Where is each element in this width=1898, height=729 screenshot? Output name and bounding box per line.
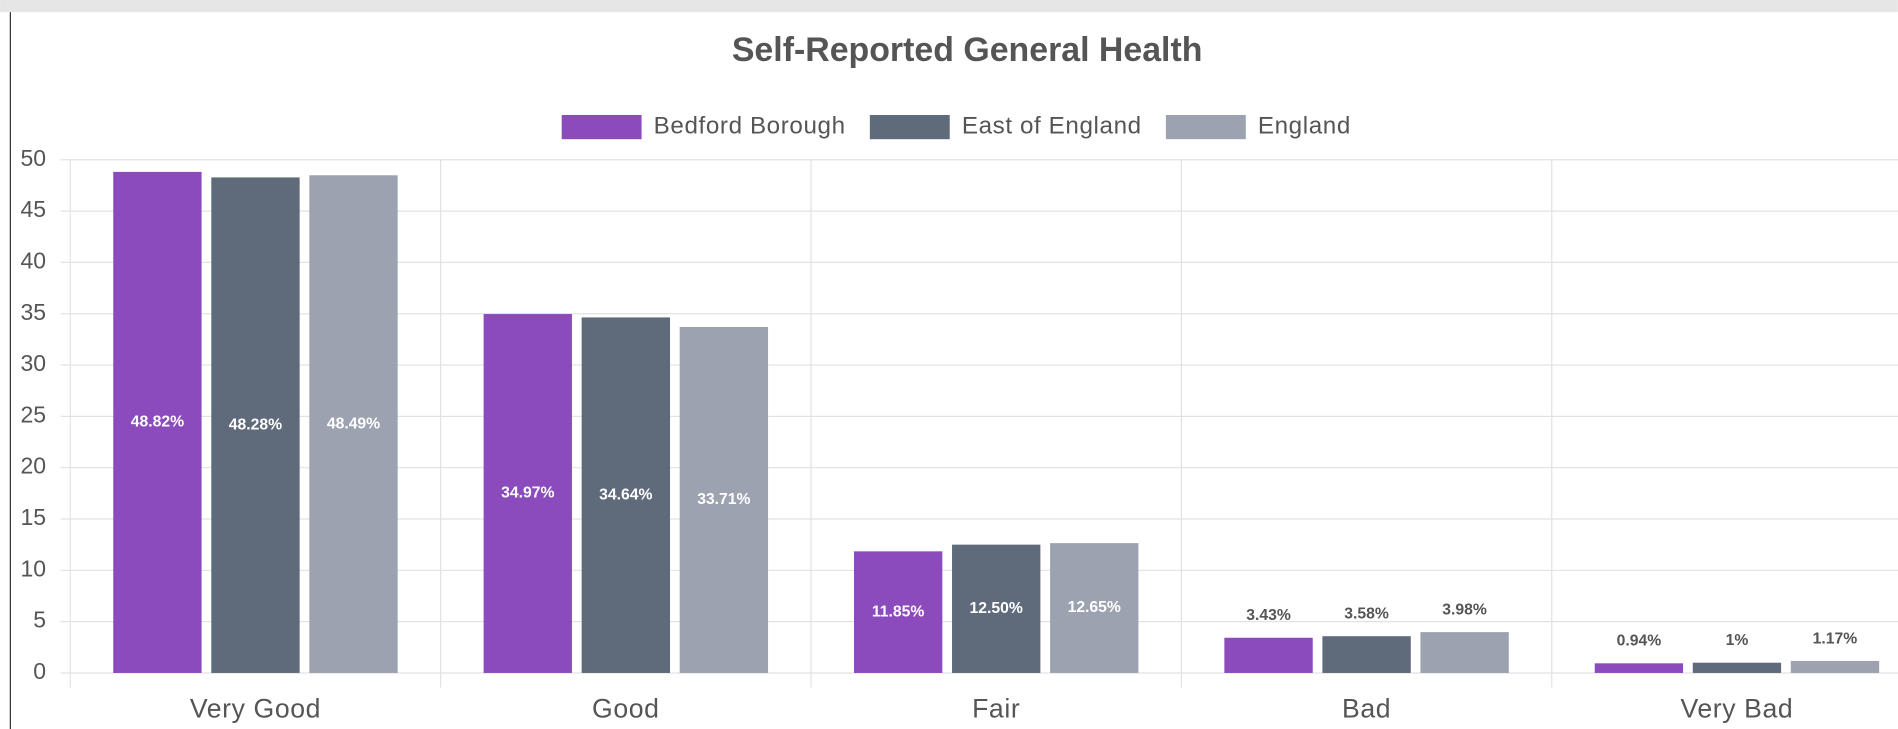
data-label: 3.43% <box>1246 607 1291 624</box>
data-label: 1% <box>1726 632 1749 649</box>
bar <box>113 171 202 673</box>
bar <box>1050 543 1139 673</box>
bar <box>1790 660 1880 673</box>
x-tick-label: Very Good <box>190 694 321 724</box>
y-tick-label: 35 <box>20 299 46 325</box>
bar <box>211 177 300 673</box>
legend-swatch <box>561 114 642 140</box>
bar <box>483 314 572 673</box>
x-tick-label: Bad <box>1342 694 1391 724</box>
legend-label: East of England <box>962 112 1142 139</box>
bar <box>679 326 769 673</box>
data-label: 33.71% <box>697 491 750 508</box>
data-label: 48.28% <box>229 416 282 433</box>
data-label: 1.17% <box>1813 630 1858 647</box>
y-tick-label: 45 <box>20 196 46 222</box>
y-tick-label: 20 <box>20 453 46 479</box>
chart-title: Self-Reported General Health <box>732 31 1203 69</box>
data-label: 3.98% <box>1442 601 1487 618</box>
data-label: 34.97% <box>501 485 554 502</box>
data-label: 48.82% <box>131 414 184 431</box>
bar <box>1322 636 1411 673</box>
y-tick-label: 30 <box>20 350 46 376</box>
top-bar <box>0 0 1898 13</box>
data-label: 34.64% <box>599 486 652 503</box>
bar <box>952 544 1041 673</box>
bar <box>1692 662 1782 673</box>
y-tick-label: 50 <box>20 145 46 171</box>
bar <box>1224 637 1313 673</box>
bar <box>1594 663 1684 673</box>
x-tick-label: Good <box>592 694 660 724</box>
legend-swatch <box>869 114 950 140</box>
y-tick-label: 0 <box>33 658 46 684</box>
data-label: 0.94% <box>1617 633 1662 650</box>
legend-label: Bedford Borough <box>654 112 846 139</box>
data-label: 12.50% <box>970 600 1023 617</box>
legend-swatch <box>1165 114 1246 140</box>
data-label: 48.49% <box>327 415 380 432</box>
legend-label: England <box>1258 112 1351 139</box>
x-tick-label: Fair <box>972 694 1020 724</box>
y-tick-label: 25 <box>20 401 46 427</box>
x-tick-label: Very Bad <box>1681 694 1794 724</box>
bar <box>853 551 943 673</box>
bar <box>581 317 671 673</box>
bar <box>309 175 398 673</box>
data-label: 11.85% <box>872 603 924 620</box>
y-tick-label: 5 <box>33 607 46 633</box>
data-label: 3.58% <box>1344 606 1389 623</box>
y-tick-label: 15 <box>20 504 46 530</box>
y-tick-label: 40 <box>20 247 46 273</box>
bar <box>1420 632 1509 673</box>
data-label: 12.65% <box>1068 599 1121 616</box>
y-tick-label: 10 <box>20 555 46 581</box>
